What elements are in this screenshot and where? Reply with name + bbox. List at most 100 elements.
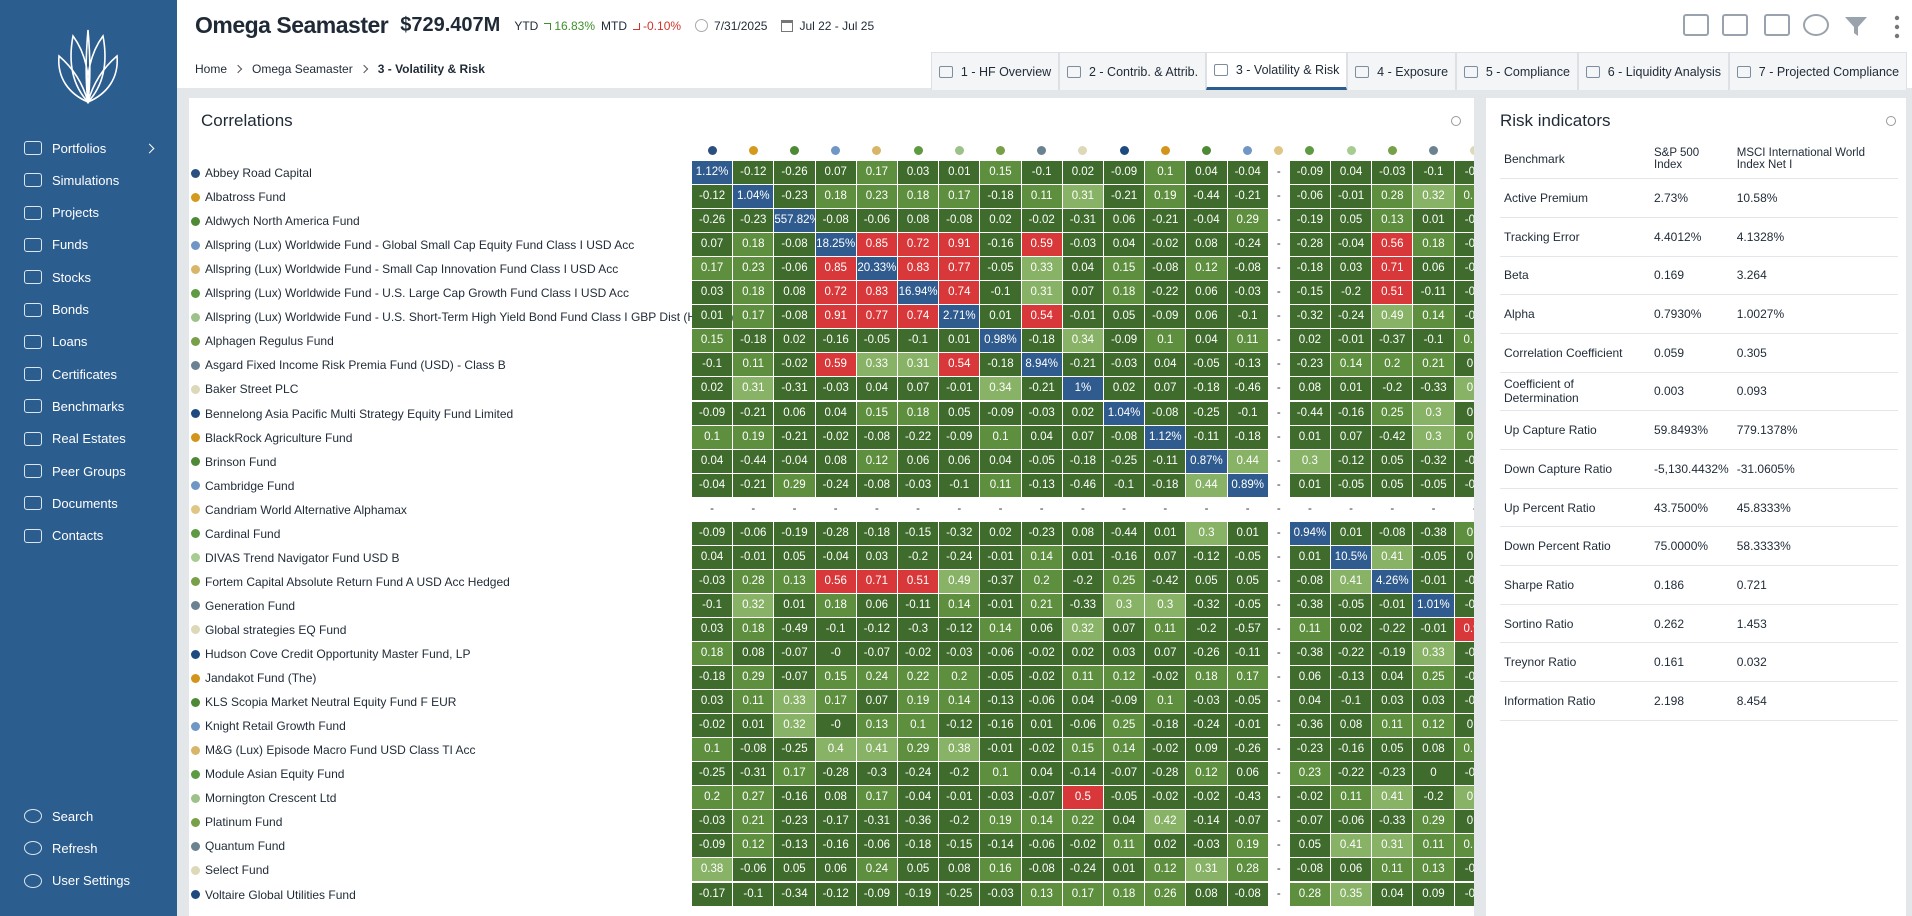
cell: 0.1: [1145, 161, 1186, 184]
nav-item[interactable]: Benchmarks: [0, 392, 177, 420]
cell: -0.03: [980, 882, 1021, 906]
nav-item[interactable]: Funds: [0, 231, 177, 259]
tool-icon[interactable]: [1764, 14, 1790, 36]
cell: 0.18: [1454, 185, 1474, 209]
nav-item[interactable]: Loans: [0, 328, 177, 356]
tabs: 1 - HF Overview 2 - Contrib. & Attrib. 3 -…: [931, 52, 1908, 90]
settings-icon[interactable]: [1886, 116, 1896, 126]
cell: 0.3: [1145, 593, 1186, 617]
tab[interactable]: 4 - Exposure: [1347, 52, 1456, 90]
cell: -: [1268, 593, 1289, 617]
cell: 0.2: [1372, 353, 1413, 377]
cell: -0.03: [815, 377, 856, 401]
cell: 0.01: [692, 305, 733, 329]
tab[interactable]: 6 - Liquidity Analysis: [1577, 52, 1729, 90]
nav-item[interactable]: Projects: [0, 199, 177, 227]
nav-item[interactable]: User Settings: [0, 867, 177, 895]
cell: 0.17: [692, 257, 733, 281]
cell: -0.02: [815, 425, 856, 449]
column-dot: [707, 146, 717, 155]
row-dot: [191, 793, 200, 803]
tab[interactable]: 1 - HF Overview: [931, 52, 1060, 90]
cell: -0.42: [1145, 569, 1186, 593]
column-dot: [1202, 146, 1211, 155]
cell: -0.01: [939, 786, 980, 810]
crumb[interactable]: Omega Seamaster: [252, 62, 353, 76]
cell: 0.01: [939, 161, 980, 184]
risk-value: 2.198: [1650, 681, 1733, 721]
nav-item[interactable]: Certificates: [0, 360, 177, 388]
tab[interactable]: 3 - Volatility & Risk: [1205, 52, 1348, 90]
cell: -0.25: [692, 762, 733, 786]
risk-row: Sharpe Ratio 0.186 0.721: [1500, 565, 1898, 605]
cell: 0.02: [1062, 161, 1103, 184]
nav-item[interactable]: Peer Groups: [0, 457, 177, 485]
nav-item[interactable]: Bonds: [0, 296, 177, 324]
cell: 0.07: [856, 690, 897, 714]
cell: -0.03: [1186, 690, 1227, 714]
cell: -: [1021, 497, 1062, 521]
nav-item[interactable]: Real Estates: [0, 425, 177, 453]
risk-value: 0.7930%: [1650, 294, 1733, 334]
cell: 0.07: [1062, 425, 1103, 449]
row-dot: [191, 360, 200, 370]
menu-icon[interactable]: [1893, 14, 1901, 40]
cell: 0.33: [774, 690, 815, 714]
tool-icon[interactable]: [1803, 14, 1829, 36]
nav-item[interactable]: Documents: [0, 489, 177, 517]
tool-icon[interactable]: [1722, 14, 1748, 36]
nav-icon: [24, 809, 42, 823]
cell: -0.36: [898, 810, 939, 834]
cell: -: [1268, 353, 1289, 377]
nav-item[interactable]: Stocks: [0, 263, 177, 291]
nav-item[interactable]: Simulations: [0, 166, 177, 194]
nav-item[interactable]: Refresh: [0, 834, 177, 862]
mtd-label: MTD: [601, 18, 628, 33]
nav-item[interactable]: Search: [0, 802, 177, 830]
date[interactable]: 7/31/2025: [714, 18, 768, 33]
tool-icon[interactable]: [1683, 14, 1709, 36]
nav-icon: [24, 270, 42, 285]
cell: -0.3: [1454, 281, 1474, 305]
cell: 0.13: [1413, 858, 1454, 882]
cell: 0.59: [815, 353, 856, 377]
column-dot: [1429, 146, 1438, 155]
tab-icon: [1736, 65, 1751, 78]
date-range[interactable]: Jul 22 - Jul 25: [799, 18, 875, 33]
tab-label: 4 - Exposure: [1377, 64, 1449, 79]
settings-icon[interactable]: [1451, 116, 1461, 126]
cell: 0.05: [1104, 305, 1145, 329]
nav-icon: [24, 431, 42, 446]
tab[interactable]: 7 - Projected Compliance: [1728, 52, 1908, 90]
nav-item[interactable]: Contacts: [0, 522, 177, 550]
tab[interactable]: 5 - Compliance: [1455, 52, 1578, 90]
cell: 0.77: [939, 257, 980, 281]
cell: -0.09: [856, 882, 897, 906]
row-name: DIVAS Trend Navigator Fund USD B: [205, 550, 400, 565]
cell: 0.04: [1145, 353, 1186, 377]
portfolio-name: Omega Seamaster: [195, 12, 389, 38]
row-name: Platinum Fund: [205, 815, 283, 830]
cell: 0.41: [1331, 569, 1372, 593]
ytd-value: 16.83%: [544, 19, 595, 33]
cell: -0.24: [1186, 714, 1227, 738]
cell: 0.13: [774, 569, 815, 593]
tab[interactable]: 2 - Contrib. & Attrib.: [1059, 52, 1206, 90]
cell: -: [1268, 569, 1289, 593]
cell: 0.08: [939, 858, 980, 882]
filter-icon[interactable]: [1843, 14, 1869, 38]
cell: -0.22: [898, 425, 939, 449]
cell: 0.16: [1454, 834, 1474, 858]
cell: 0.41: [856, 738, 897, 762]
cell: -0.04: [1331, 233, 1372, 257]
crumb[interactable]: Home: [195, 62, 228, 76]
risk-row: Down Percent Ratio 75.0000% 58.3333%: [1500, 526, 1898, 567]
cell: 0.44: [1186, 473, 1227, 497]
cell: 0.0: [1454, 810, 1474, 834]
cell: -0.09: [980, 401, 1021, 425]
cell: -0.05: [1413, 473, 1454, 497]
ytd-label: YTD: [514, 18, 539, 33]
nav-item[interactable]: Portfolios: [0, 134, 177, 162]
cell: -0.18: [1227, 425, 1268, 449]
row-name: Hudson Cove Credit Opportunity Master Fu…: [205, 647, 471, 661]
